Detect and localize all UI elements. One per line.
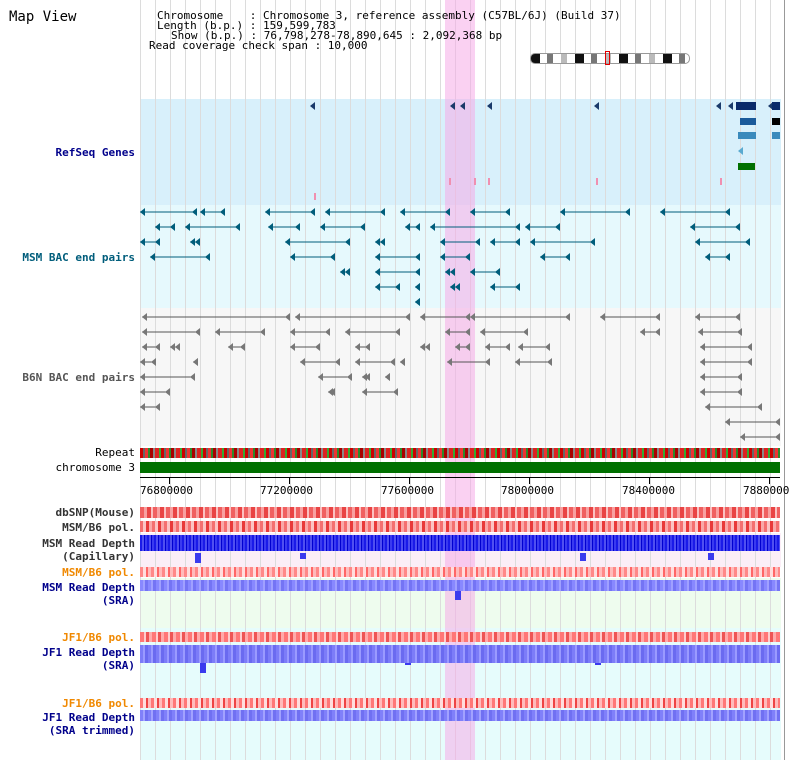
axis-label: 76800000 (140, 484, 193, 497)
jf1-b6-pol-2-label[interactable]: JF1/B6 pol. (62, 697, 135, 710)
jf1-depth-sra-track[interactable] (140, 645, 780, 663)
length-info: Length (b.p.) : 159,599,783 (157, 19, 336, 32)
jf1-b6-pol-label[interactable]: JF1/B6 pol. (62, 631, 135, 644)
jf1-b6-pol-track[interactable] (140, 632, 780, 642)
msm-b6-pol-2-track[interactable] (140, 567, 780, 577)
jf1-depth-trim-track[interactable] (140, 710, 780, 721)
ideogram-position-marker (605, 51, 610, 65)
dbsnp-track[interactable] (140, 507, 780, 518)
jf1-b6-pol-2-track[interactable] (140, 698, 780, 708)
msm-depth-cap-label[interactable]: MSM Read Depth (Capillary) (0, 537, 135, 563)
axis-tick (649, 478, 650, 484)
msm-depth-sra-track[interactable] (140, 580, 780, 591)
msm-b6-pol-2-label[interactable]: MSM/B6 pol. (62, 566, 135, 579)
msm-depth-cap-track[interactable] (140, 535, 780, 551)
show-info: Show (b.p.) : 76,798,278-78,890,645 : 2,… (171, 29, 503, 42)
repeat-track[interactable] (140, 448, 780, 458)
right-edge (784, 0, 785, 760)
page-title: Map View (9, 9, 77, 25)
axis-tick (169, 478, 170, 484)
chromosome-label: chromosome 3 (55, 461, 135, 474)
msm-bac-label[interactable]: MSM BAC end pairs (22, 251, 135, 264)
msm-b6-pol-label[interactable]: MSM/B6 pol. (62, 521, 135, 534)
msm-depth-sra-line1: MSM Read Depth (42, 581, 135, 594)
axis-tick (769, 478, 770, 484)
refseq-label[interactable]: RefSeq Genes (55, 146, 135, 159)
chromosome-bar[interactable] (140, 462, 780, 473)
msm-depth-sra-line2: (SRA) (101, 594, 135, 607)
axis-label: 78400000 (622, 484, 675, 497)
msm-depth-cap-line1: MSM Read Depth (42, 537, 135, 550)
b6n-bac-label[interactable]: B6N BAC end pairs (22, 371, 135, 384)
msm-depth-sra-label[interactable]: MSM Read Depth (SRA) (0, 581, 135, 607)
axis-line (140, 477, 780, 478)
jf1-depth-trim-label[interactable]: JF1 Read Depth (SRA trimmed) (0, 711, 135, 737)
axis-label: 77600000 (381, 484, 434, 497)
msm-b6-pol-track[interactable] (140, 521, 780, 532)
chromosome-ideogram[interactable] (530, 53, 690, 64)
jf1-depth-trim-line1: JF1 Read Depth (42, 711, 135, 724)
axis-label: 78000000 (501, 484, 554, 497)
jf1-depth-trim-line2: (SRA trimmed) (48, 724, 135, 737)
jf1-depth-sra-line1: JF1 Read Depth (42, 646, 135, 659)
axis-tick (529, 478, 530, 484)
jf1-depth-sra-line2: (SRA) (101, 659, 135, 672)
axis-tick (409, 478, 410, 484)
dbsnp-label[interactable]: dbSNP(Mouse) (55, 506, 135, 519)
axis-label: 7880000 (743, 484, 790, 497)
msm-depth-cap-line2: (Capillary) (62, 550, 135, 563)
repeat-label: Repeat (95, 446, 135, 459)
coverage-info: Read coverage check span : 10,000 (149, 39, 368, 52)
axis-tick (289, 478, 290, 484)
axis-label: 77200000 (260, 484, 313, 497)
chromosome-info: Chromosome : Chromosome 3, reference ass… (157, 9, 621, 22)
jf1-depth-sra-label[interactable]: JF1 Read Depth (SRA) (0, 646, 135, 672)
